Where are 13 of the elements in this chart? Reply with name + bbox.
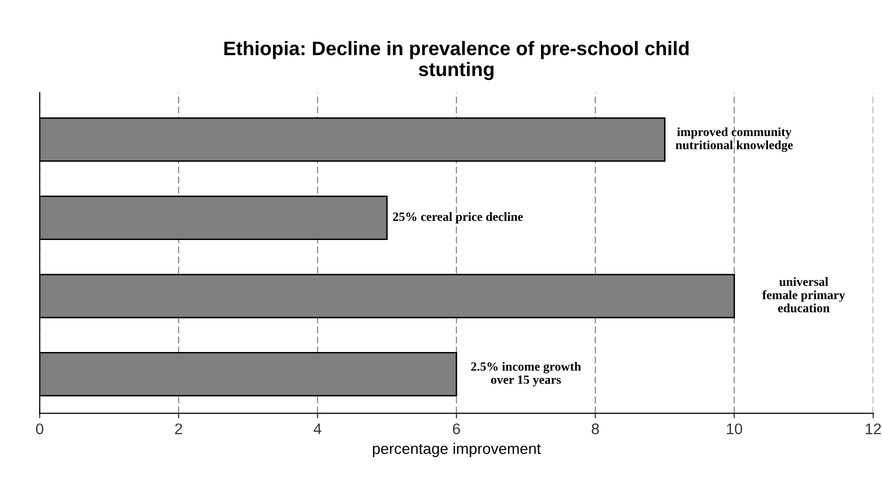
x-tick-label: 8	[592, 423, 599, 434]
y-tick-label: 25% cereal price decline	[393, 212, 523, 224]
y-tick-label: 2.5% income growth over 15 years	[471, 362, 581, 386]
x-axis-title: percentage improvement	[372, 442, 541, 458]
x-tick-label: 10	[726, 423, 742, 434]
y-tick-label: universal female primary education	[762, 277, 846, 312]
x-tick-label: 6	[452, 423, 460, 434]
x-tick-label: 4	[314, 424, 322, 434]
x-tick-label: 12	[866, 423, 881, 434]
chart-title: Ethiopia: Decline in prevalence of pre-school child stunting	[224, 40, 689, 80]
x-tick-label: 0	[36, 423, 44, 434]
y-tick-label: improved community nutritional knowledge	[676, 127, 793, 152]
x-tick-label: 2	[175, 423, 182, 434]
